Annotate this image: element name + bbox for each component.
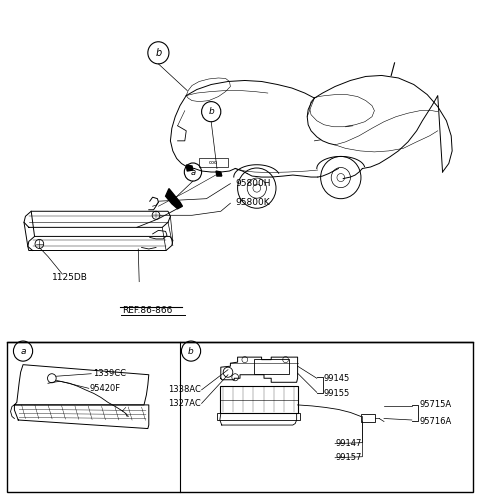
Text: 95420F: 95420F (90, 384, 121, 393)
Text: 1125DB: 1125DB (52, 273, 88, 282)
Bar (7, 342, 473, 492)
Polygon shape (216, 171, 222, 176)
Text: 95800K: 95800K (235, 198, 270, 207)
Text: b: b (188, 347, 194, 356)
Text: 99147: 99147 (336, 439, 362, 448)
Polygon shape (166, 189, 182, 209)
Bar (217, 413, 300, 420)
Text: 1338AC: 1338AC (168, 385, 201, 394)
Text: b: b (208, 107, 214, 116)
Text: 99157: 99157 (336, 453, 362, 462)
Bar (220, 386, 298, 413)
Text: a: a (191, 167, 195, 177)
Bar (361, 414, 375, 422)
Polygon shape (186, 165, 193, 171)
Text: 99145: 99145 (324, 374, 350, 383)
Text: b: b (155, 48, 162, 58)
Text: 1339CC: 1339CC (93, 369, 126, 378)
Text: REF.86-866: REF.86-866 (122, 306, 173, 315)
Text: 95800H: 95800H (235, 179, 271, 188)
Bar (199, 158, 228, 167)
Text: 95715A: 95715A (419, 400, 451, 409)
Text: ooo: ooo (209, 160, 218, 165)
Text: 1327AC: 1327AC (168, 399, 201, 408)
Bar (254, 359, 289, 374)
Text: a: a (20, 347, 26, 356)
Text: 95716A: 95716A (419, 416, 451, 426)
Text: 99155: 99155 (324, 389, 350, 398)
